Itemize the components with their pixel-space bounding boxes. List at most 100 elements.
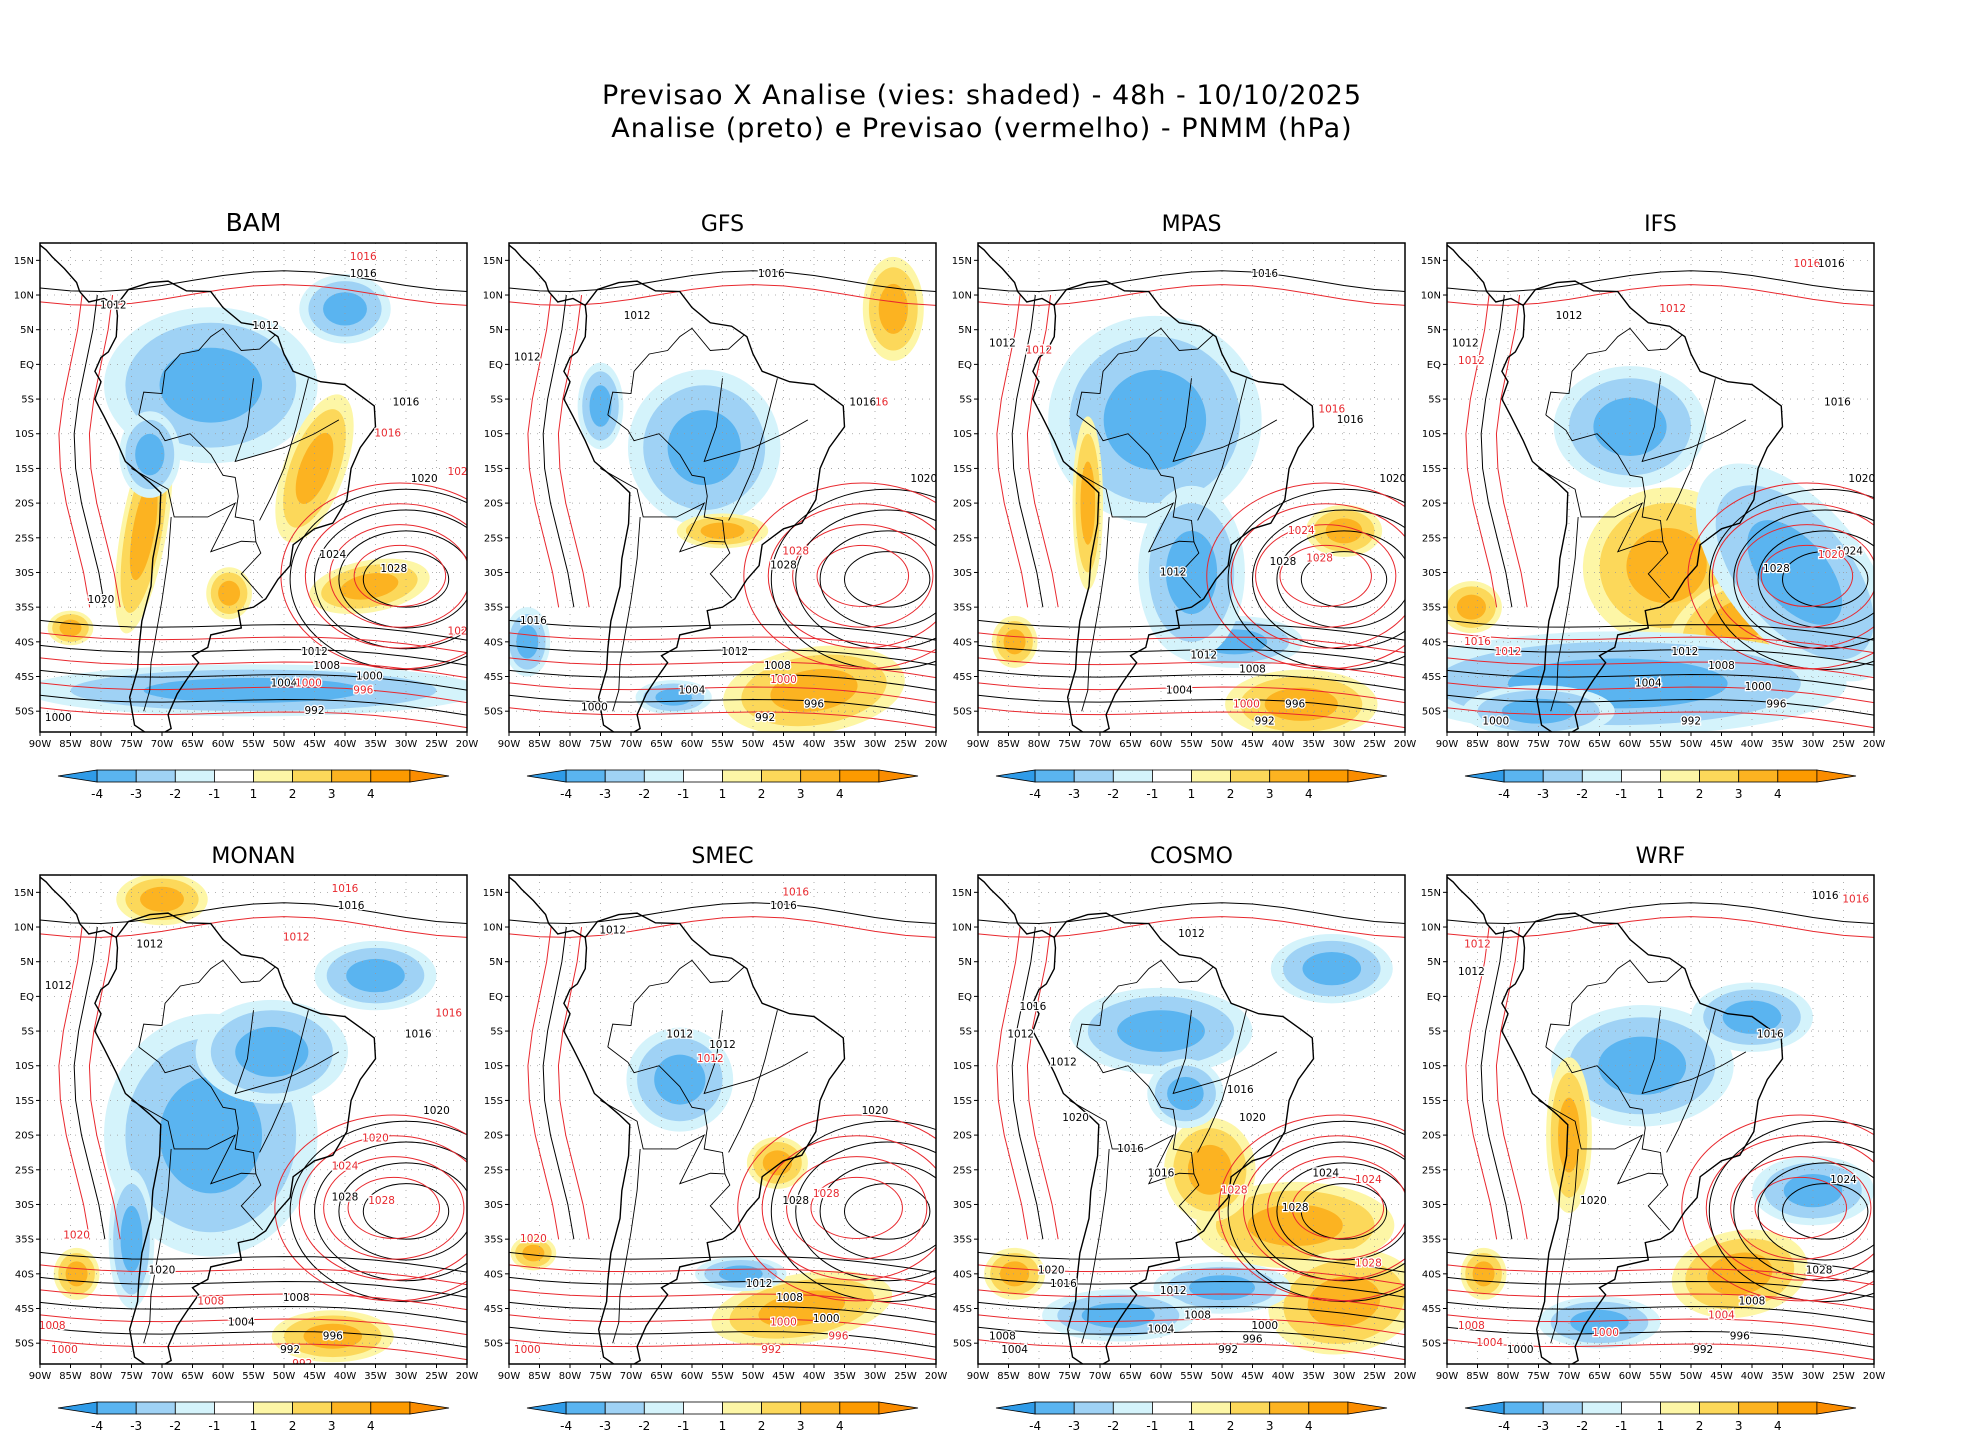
lat-tick-label: 15N bbox=[1421, 256, 1441, 267]
colorbar-swatch bbox=[839, 769, 880, 783]
isobar-forecast bbox=[1465, 926, 1498, 1240]
lon-tick-label: 25W bbox=[1832, 1371, 1855, 1382]
panel-title: COSMO bbox=[1150, 844, 1233, 869]
isobar-label: 1004 bbox=[1166, 684, 1193, 696]
positive-bias-shade bbox=[1080, 461, 1096, 545]
lon-tick-label: 50W bbox=[1680, 1371, 1703, 1382]
colorbar-swatch bbox=[213, 769, 254, 783]
lon-tick-label: 85W bbox=[1466, 739, 1489, 750]
colorbar-label: -2 bbox=[1576, 1419, 1588, 1433]
map-area: 1016101610121012101210121016102010241020… bbox=[1447, 243, 1874, 732]
isobar-label: 1008 bbox=[313, 660, 340, 672]
colorbar-label: 2 bbox=[1227, 1419, 1235, 1433]
isobar-analysis bbox=[40, 669, 467, 691]
isobar-forecast bbox=[509, 1264, 936, 1286]
colorbar-swatch bbox=[1464, 1401, 1505, 1415]
country-border bbox=[1069, 1100, 1194, 1185]
lon-tick-label: 70W bbox=[151, 1371, 174, 1382]
isobar-forecast bbox=[88, 926, 121, 1240]
isobar-label: 1000 bbox=[1482, 716, 1509, 728]
colorbar-swatch bbox=[995, 769, 1036, 783]
colorbar-label: 3 bbox=[1735, 787, 1743, 801]
lon-tick-label: 35W bbox=[1302, 1371, 1325, 1382]
colorbar-swatch bbox=[1230, 769, 1271, 783]
lon-tick-label: 75W bbox=[1058, 1371, 1081, 1382]
isobar-forecast bbox=[298, 1135, 467, 1281]
isobar-label: 1008 bbox=[1184, 1309, 1211, 1321]
isobar-label: 1028 bbox=[332, 1192, 359, 1204]
isobar-label: 1012 bbox=[1672, 646, 1699, 658]
map-panel-mpas: MPAS101610121012101610161020102810281024… bbox=[952, 212, 1417, 801]
colorbar-swatch bbox=[839, 1401, 880, 1415]
lon-tick-label: 40W bbox=[1272, 739, 1295, 750]
isobar-label: 992 bbox=[280, 1344, 300, 1356]
lon-tick-label: 90W bbox=[967, 739, 990, 750]
country-border bbox=[1545, 959, 1683, 1048]
isobar-label: 1016 bbox=[770, 900, 797, 912]
lon-tick-label: 40W bbox=[1741, 739, 1764, 750]
isobar-forecast bbox=[1447, 707, 1874, 729]
isobar-label: 1024 bbox=[319, 549, 346, 561]
isobar-label: 1020 bbox=[88, 594, 115, 606]
lon-tick-label: 55W bbox=[711, 1371, 734, 1382]
country-border bbox=[1076, 327, 1214, 416]
country-border bbox=[138, 1046, 263, 1231]
map-panel-monan: MONAN10161016101210121012101610161020102… bbox=[14, 844, 479, 1433]
lat-tick-label: 5N bbox=[20, 325, 34, 336]
colorbar: -4 -3 -2 -1 1 2 3 4 bbox=[1464, 1401, 1857, 1433]
isobar-analysis bbox=[1252, 509, 1405, 650]
lat-tick-label: 45S bbox=[484, 672, 503, 683]
isobar-label: 1016 bbox=[405, 1029, 432, 1041]
lon-tick-label: 50W bbox=[273, 1371, 296, 1382]
lat-tick-label: 50S bbox=[484, 1339, 503, 1350]
isobar-label: 1020 bbox=[411, 473, 438, 485]
isobar-analysis bbox=[362, 551, 450, 608]
isobar-label: 1016 bbox=[1842, 893, 1869, 905]
isobar-forecast bbox=[509, 632, 936, 654]
positive-bias-shade bbox=[770, 668, 858, 712]
isobar-analysis bbox=[40, 1251, 467, 1273]
colorbar-swatch bbox=[761, 1401, 802, 1415]
isobar-label: 1024 bbox=[1288, 525, 1315, 537]
lat-tick-label: 50S bbox=[484, 707, 503, 718]
lon-tick-label: 75W bbox=[589, 1371, 612, 1382]
isobar-label: 1016 bbox=[1464, 636, 1491, 648]
colorbar-label: -4 bbox=[560, 1419, 572, 1433]
lat-tick-label: 50S bbox=[15, 707, 34, 718]
isobar-analysis bbox=[978, 669, 1405, 691]
colorbar-swatch bbox=[292, 769, 333, 783]
isobar-analysis bbox=[1782, 1183, 1869, 1240]
lon-tick-label: 65W bbox=[1119, 739, 1142, 750]
country-border bbox=[607, 414, 732, 599]
country-border bbox=[138, 327, 276, 416]
isobar-label: 1000 bbox=[1592, 1327, 1619, 1339]
isobar-forecast bbox=[1447, 1264, 1874, 1286]
colorbar-label: -4 bbox=[1029, 787, 1041, 801]
isobar-analysis bbox=[1733, 1141, 1874, 1282]
isobar-label: 1028 bbox=[380, 563, 407, 575]
lon-tick-label: 65W bbox=[181, 739, 204, 750]
map-panel-gfs: GFS1016101210121016101610201028102810161… bbox=[483, 212, 948, 801]
isobar-forecast bbox=[58, 926, 91, 1240]
isobar-label: 1012 bbox=[1452, 338, 1479, 350]
lat-tick-label: 5S bbox=[21, 395, 34, 406]
lon-tick-label: 90W bbox=[29, 739, 52, 750]
colorbar-label: -1 bbox=[208, 1419, 220, 1433]
country-border bbox=[703, 378, 809, 463]
isobar-analysis bbox=[40, 1326, 467, 1348]
colorbar-label: -3 bbox=[1537, 787, 1549, 801]
lon-tick-label: 85W bbox=[997, 739, 1020, 750]
country-border bbox=[234, 378, 340, 463]
isobar-label: 1028 bbox=[1282, 1202, 1309, 1214]
isobar-forecast bbox=[1495, 926, 1528, 1240]
colorbar-swatch bbox=[878, 769, 919, 783]
isobar-label: 1012 bbox=[1160, 1285, 1187, 1297]
isobar-analysis bbox=[289, 488, 467, 671]
colorbar-label: 4 bbox=[367, 787, 375, 801]
isobar-analysis bbox=[338, 1162, 467, 1261]
isobar-label: 996 bbox=[1285, 698, 1305, 710]
colorbar-swatch bbox=[722, 769, 762, 783]
lat-tick-label: EQ bbox=[958, 992, 972, 1003]
lat-tick-label: 35S bbox=[953, 603, 972, 614]
